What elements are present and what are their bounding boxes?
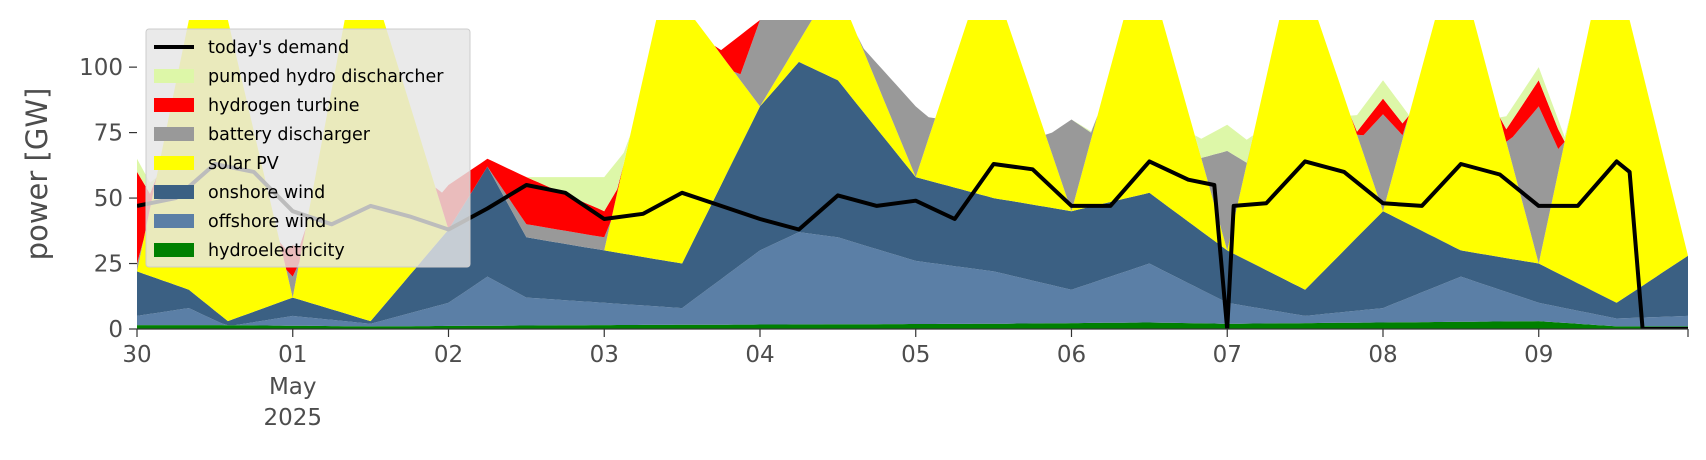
x-tick-label: 04 (745, 342, 774, 368)
y-tick-label: 75 (94, 121, 123, 147)
y-tick-label: 50 (94, 186, 123, 212)
legend-swatch-solar-pv (154, 156, 194, 170)
legend-label-hydrogen-turbine: hydrogen turbine (208, 96, 360, 116)
stacked-areas (137, 20, 1688, 329)
legend: today's demand pumped hydro discharcher hy… (145, 28, 471, 268)
legend-label-today-s-demand: today's demand (208, 38, 349, 58)
x-tick-label: 06 (1057, 342, 1086, 368)
legend-label-battery-discharger: battery discharger (208, 125, 371, 145)
area-onshore-wind (137, 61, 1688, 326)
area-hydrogen-turbine (137, 20, 1688, 277)
x-tick-label: 08 (1368, 342, 1397, 368)
x-tick-label: 03 (590, 342, 619, 368)
legend-swatch-hydroelectricity (154, 243, 194, 257)
x-tick-sublabel: May (269, 374, 317, 400)
y-tick-label: 25 (94, 252, 123, 278)
area-battery-discharger (137, 20, 1688, 298)
x-tick-label: 09 (1524, 342, 1553, 368)
x-tick-sublabel: 2025 (263, 405, 322, 431)
x-tick-label: 02 (434, 342, 463, 368)
area-offshore-wind (137, 232, 1688, 327)
legend-label-pumped-hydro-discharcher: pumped hydro discharcher (208, 67, 444, 87)
legend-swatch-onshore-wind (154, 185, 194, 199)
legend-label-offshore-wind: offshore wind (208, 212, 326, 232)
legend-label-onshore-wind: onshore wind (208, 183, 325, 203)
axes: 0 25 50 75 100 30 01 May 2025 02 03 04 05 06 07 08 09 (79, 55, 1689, 431)
y-axis-title: power [GW] (20, 88, 54, 261)
legend-label-hydroelectricity: hydroelectricity (208, 241, 345, 261)
legend-swatch-pumped-hydro-discharcher (154, 69, 194, 83)
x-tick-label: 30 (122, 342, 151, 368)
y-tick-label: 100 (79, 55, 123, 81)
legend-box (145, 28, 471, 268)
area-solar-pv (137, 20, 1688, 322)
legend-swatch-hydrogen-turbine (154, 98, 194, 112)
legend-label-solar-pv: solar PV (208, 154, 279, 174)
area-hydroelectricity (137, 321, 1688, 329)
y-tick-label: 0 (108, 317, 123, 343)
legend-swatch-battery-discharger (154, 127, 194, 141)
x-tick-label: 07 (1213, 342, 1242, 368)
x-tick-label: 05 (901, 342, 930, 368)
x-tick-label: 01 (278, 342, 307, 368)
legend-swatch-offshore-wind (154, 214, 194, 228)
